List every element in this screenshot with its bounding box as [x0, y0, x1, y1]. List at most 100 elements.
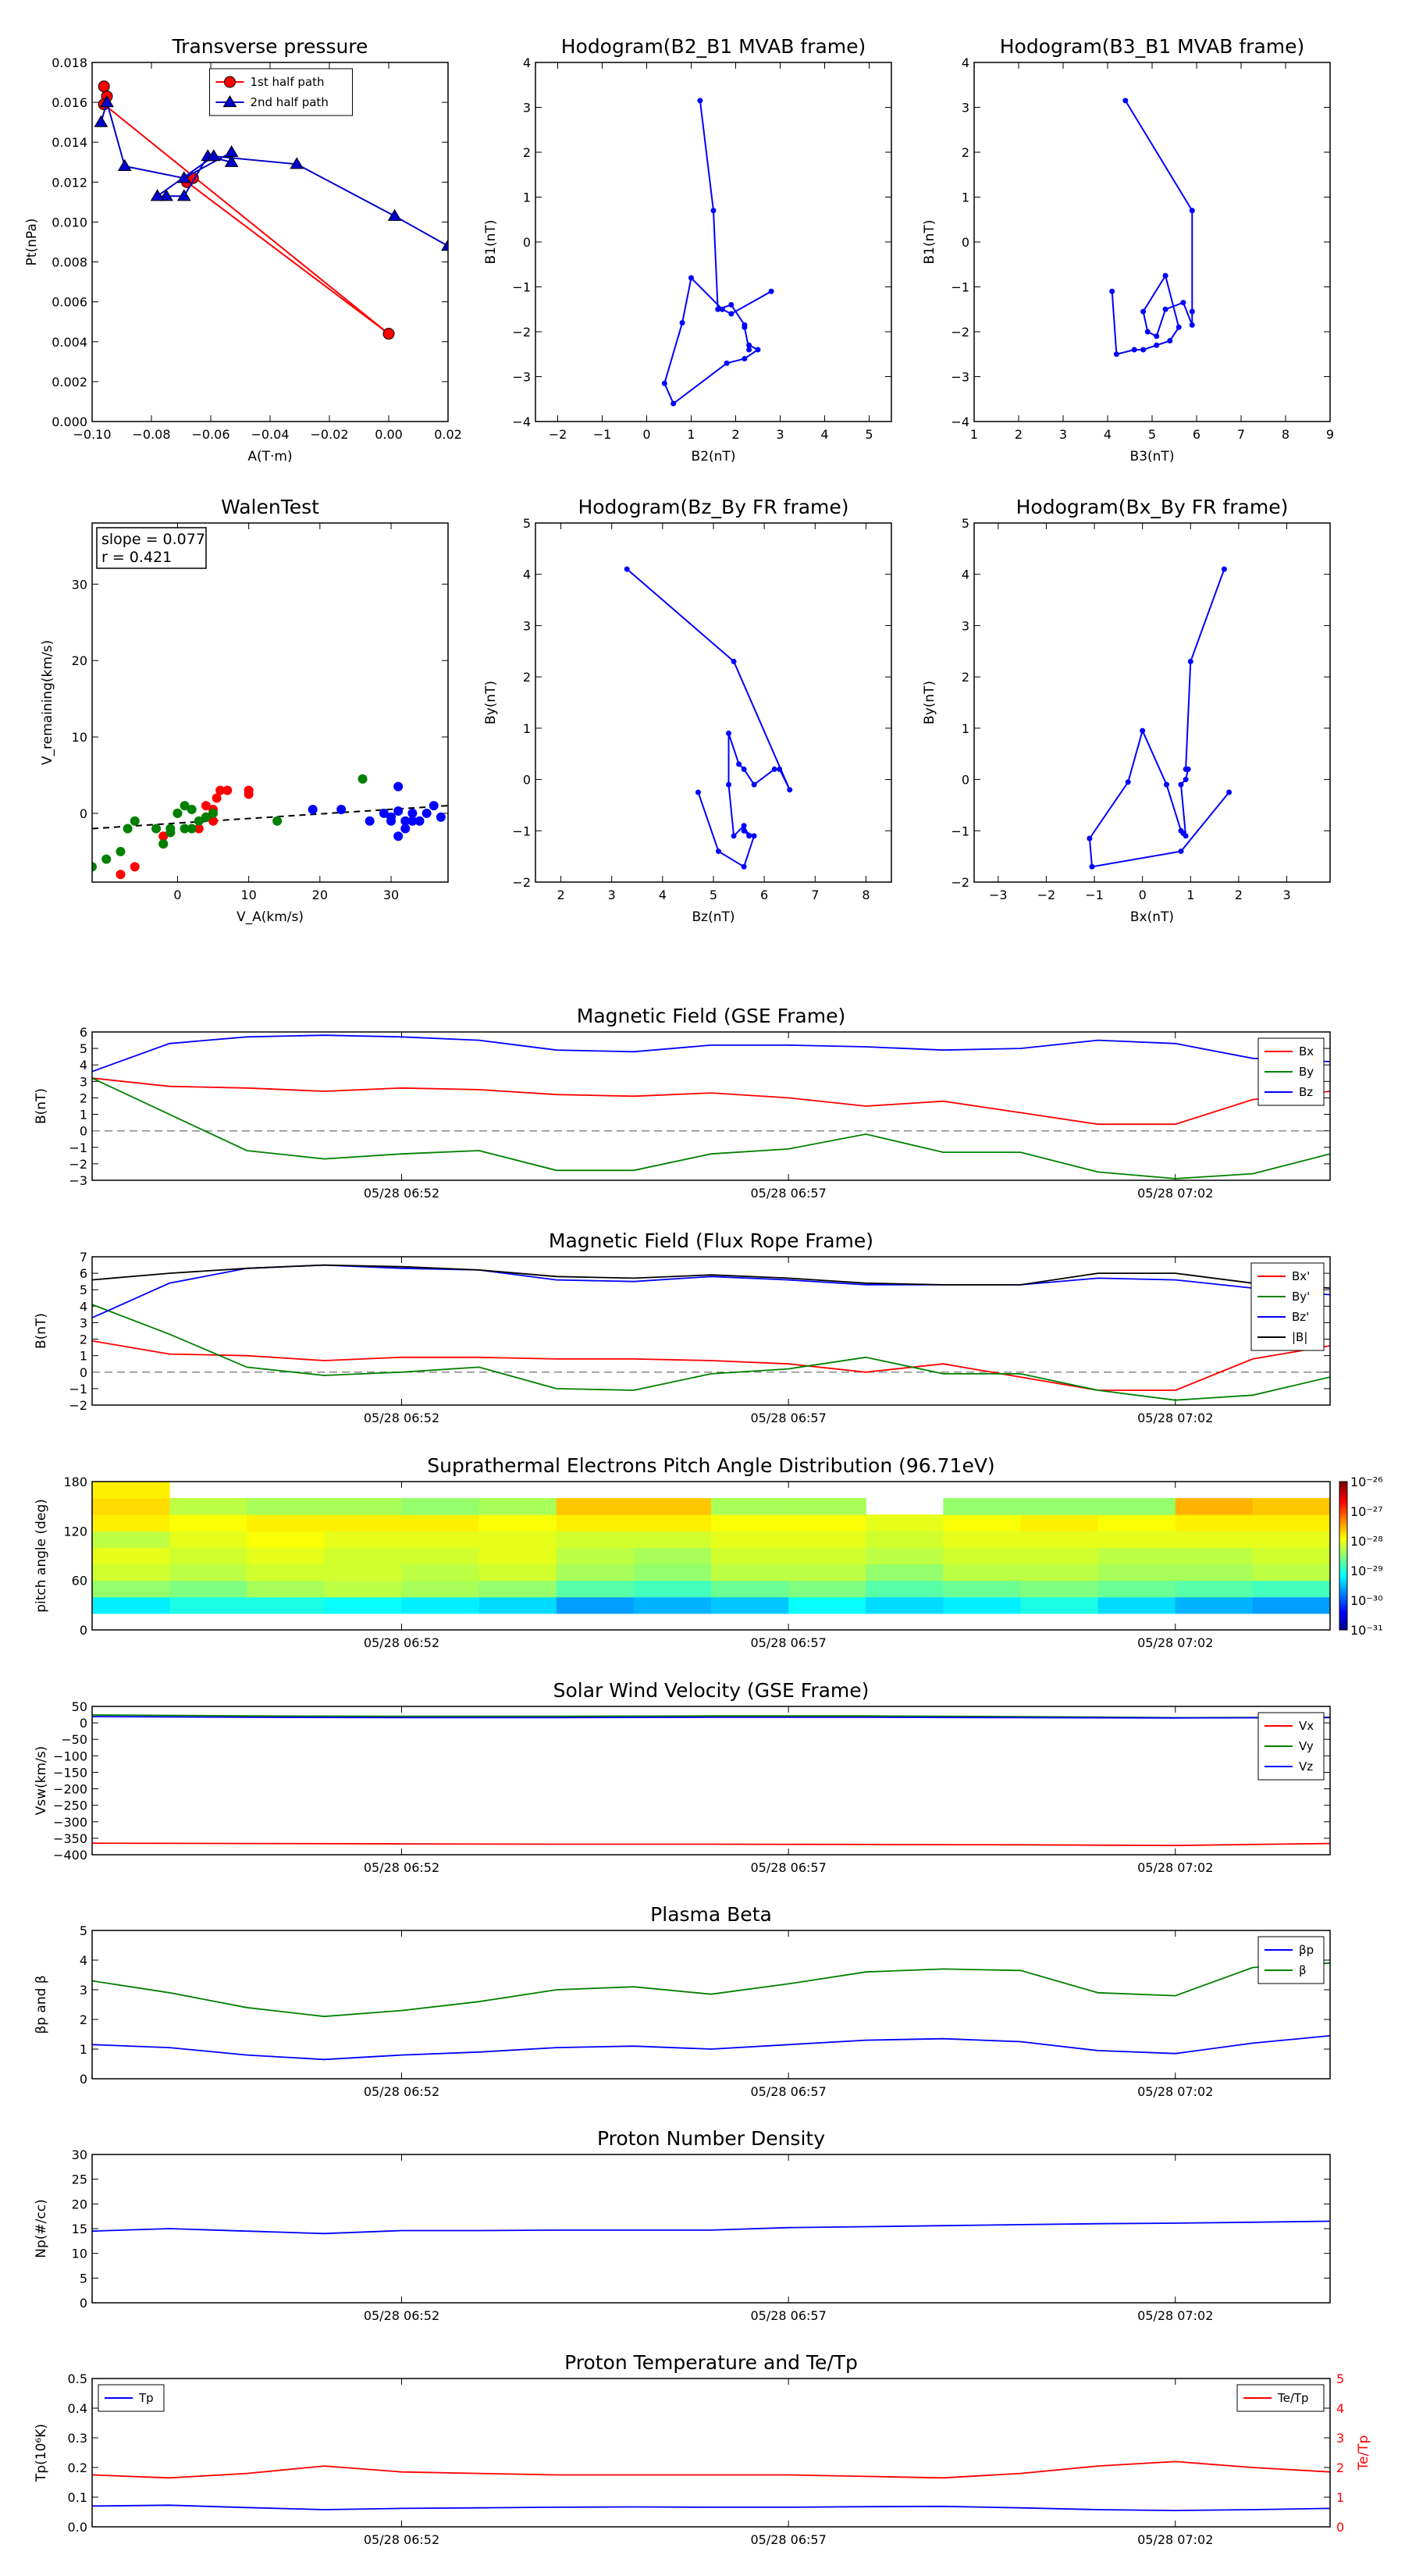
y-tick-label: 20 [72, 2197, 87, 2211]
data-point [719, 306, 725, 312]
data-point [768, 288, 774, 294]
colorbar-segment [1339, 1620, 1347, 1623]
y-tick-label: 0 [80, 1124, 87, 1139]
y-tick-label: 0.014 [52, 135, 87, 150]
data-point [94, 115, 108, 127]
x-tick-label: 05/28 07:02 [1137, 2308, 1213, 2323]
y-tick-label: 6 [80, 1025, 87, 1040]
colorbar-segment [1339, 1563, 1347, 1567]
series-line [92, 2035, 1330, 2061]
data-point [422, 808, 432, 818]
data-point [201, 812, 211, 822]
data-point [1163, 781, 1169, 788]
series-line [92, 1034, 1330, 1073]
plot-frame [91, 2378, 1331, 2528]
series-line [626, 568, 791, 868]
x-tick-label: 4 [659, 888, 667, 902]
y-tick-label: −1 [69, 1382, 87, 1397]
data-point [1162, 272, 1168, 279]
data-point [741, 863, 747, 870]
legend: Vx Vy Vz [1257, 1712, 1325, 1781]
data-point [357, 774, 368, 784]
y-tick-label: −1 [512, 824, 531, 838]
y-tick-label: −3 [951, 370, 969, 385]
heat-cell [556, 1580, 635, 1598]
panel-np: Proton Number Density 05/28 06:52 05/28 06… [34, 2127, 1331, 2323]
data-point [1144, 329, 1151, 335]
chart-title: Solar Wind Velocity (GSE Frame) [553, 1679, 870, 1702]
heat-cell [401, 1514, 480, 1532]
data-point [441, 239, 448, 251]
plot-frame [91, 1481, 1331, 1631]
data-point [158, 839, 169, 849]
series-line [92, 1304, 1330, 1401]
heat-cell [711, 1564, 789, 1582]
heat-cell [1252, 1547, 1330, 1565]
x-tick-label: 1 [1186, 888, 1194, 902]
data-point [116, 846, 126, 856]
y-tick-label: 120 [63, 1524, 87, 1539]
heat-cell [633, 1498, 712, 1515]
y-tick-label: 0.010 [52, 215, 87, 229]
heat-cell [788, 1580, 866, 1598]
y-tick-label: 50 [72, 1699, 87, 1714]
colorbar-segment [1339, 1605, 1347, 1608]
heat-cell [943, 1498, 1021, 1515]
heat-cell [247, 1596, 325, 1614]
chart-title: Hodogram(B2_B1 MVAB frame) [561, 35, 866, 58]
data-point [1185, 766, 1191, 772]
heat-cell [1097, 1564, 1176, 1582]
heat-cell [1020, 1531, 1099, 1548]
data-point [429, 801, 439, 811]
data-point [290, 157, 304, 169]
data-point [308, 805, 318, 815]
plot-area [92, 1034, 1330, 1179]
series-line [92, 1077, 1330, 1179]
data-point [159, 189, 173, 201]
y-tick-label: 4 [962, 568, 969, 582]
x-tick-label: 3 [608, 888, 616, 902]
data-point [755, 347, 761, 353]
x-axis-label: B2(nT) [692, 449, 736, 464]
y-tick-label: 0 [80, 2072, 87, 2087]
plot-frame [91, 1706, 1331, 1856]
y-tick-label: 3 [80, 1315, 87, 1330]
data-point [176, 189, 191, 201]
x-tick-label: −0.08 [132, 427, 170, 442]
heat-cell [1175, 1547, 1254, 1565]
x-tick-label: 0 [642, 427, 650, 442]
y-tick-label: −300 [53, 1815, 87, 1830]
colorbar-segment [1339, 1491, 1347, 1495]
heat-cell [1097, 1596, 1176, 1614]
heat-cell [1175, 1531, 1254, 1548]
data-point [716, 849, 722, 855]
x-tick-label: 5 [1148, 427, 1156, 442]
legend-label: Bx' [1292, 1269, 1310, 1283]
data-point [1183, 777, 1189, 783]
plot-area [1087, 566, 1232, 870]
data-point [726, 730, 732, 736]
colorbar-segment [1339, 1627, 1347, 1631]
heat-cell [1020, 1547, 1099, 1565]
heat-cell [169, 1596, 247, 1614]
data-point [116, 870, 126, 880]
heat-cell [401, 1531, 480, 1548]
heat-cell [1020, 1564, 1099, 1582]
data-point [208, 808, 219, 818]
y-tick-label: 0 [962, 773, 969, 788]
series-line [663, 100, 772, 405]
legend-label: Tp [138, 2391, 154, 2405]
x-tick-label: 5 [865, 427, 873, 442]
data-point [679, 320, 685, 326]
legend-label: Bz' [1292, 1310, 1309, 1324]
x-tick-label: 05/28 06:52 [364, 1186, 439, 1201]
y-tick-label: 3 [523, 618, 531, 633]
colorbar-segment [1339, 1590, 1347, 1593]
y-tick-label: 2 [523, 145, 531, 160]
data-point [386, 812, 397, 822]
chart-title: Hodogram(B3_B1 MVAB frame) [1000, 35, 1305, 58]
heat-cell [633, 1514, 712, 1532]
y2-tick-label: 1 [1336, 2490, 1344, 2505]
heat-cell [247, 1564, 325, 1582]
